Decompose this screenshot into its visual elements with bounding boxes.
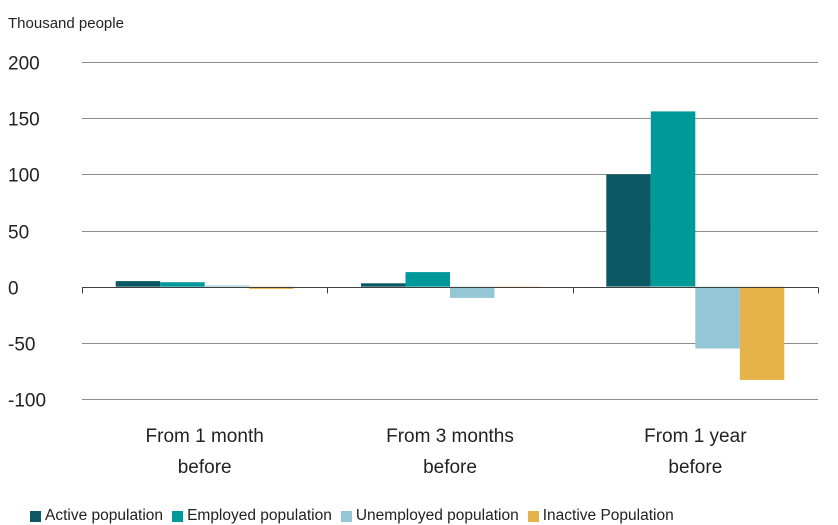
y-axis-unit-label: Thousand people	[8, 15, 124, 32]
bars	[115, 111, 785, 380]
bar	[160, 282, 205, 287]
legend-swatch-inactive	[527, 510, 539, 522]
y-tick-label: 200	[8, 54, 40, 75]
bar	[606, 174, 651, 287]
x-category-label: From 3 months before	[386, 426, 514, 478]
x-category-label: From 1 month before	[146, 426, 264, 478]
gridlines	[82, 62, 818, 400]
legend: Active population Employed population Un…	[30, 508, 674, 524]
y-tick-label: 0	[8, 279, 19, 300]
bar	[204, 285, 250, 287]
legend-swatch-employed	[172, 510, 184, 522]
bar	[361, 283, 406, 287]
legend-label-unemployed: Unemployed population	[355, 507, 519, 524]
legend-swatch-active	[30, 510, 41, 522]
y-tick-label: 150	[8, 110, 40, 131]
y-tick-label: 50	[8, 223, 29, 244]
legend-swatch-unemployed	[340, 510, 352, 522]
legend-item-employed-population: Employed population	[172, 508, 332, 524]
bar	[695, 286, 740, 349]
bar	[115, 281, 161, 287]
y-axis-tick-labels: 200 150 100 50 0 -50 -100	[8, 54, 46, 412]
bar	[650, 111, 696, 287]
x-category-label: From 1 year before	[644, 426, 747, 478]
bar	[405, 272, 450, 287]
legend-label-active: Active population	[45, 507, 164, 524]
y-tick-label: -100	[8, 391, 46, 412]
legend-label-inactive: Inactive Population	[542, 507, 674, 524]
y-tick-label: 100	[8, 166, 40, 187]
legend-label-employed: Employed population	[187, 507, 332, 524]
legend-item-unemployed-population: Unemployed population	[340, 507, 519, 524]
x-axis-category-labels: From 1 month before From 3 months before Fro…	[146, 426, 748, 478]
x-axis	[82, 287, 819, 294]
bar	[450, 286, 495, 298]
legend-item-inactive-population: Inactive Population	[527, 507, 674, 524]
bar	[739, 286, 785, 380]
legend-item-active-population: Active population	[30, 508, 163, 524]
y-tick-label: -50	[8, 335, 35, 356]
